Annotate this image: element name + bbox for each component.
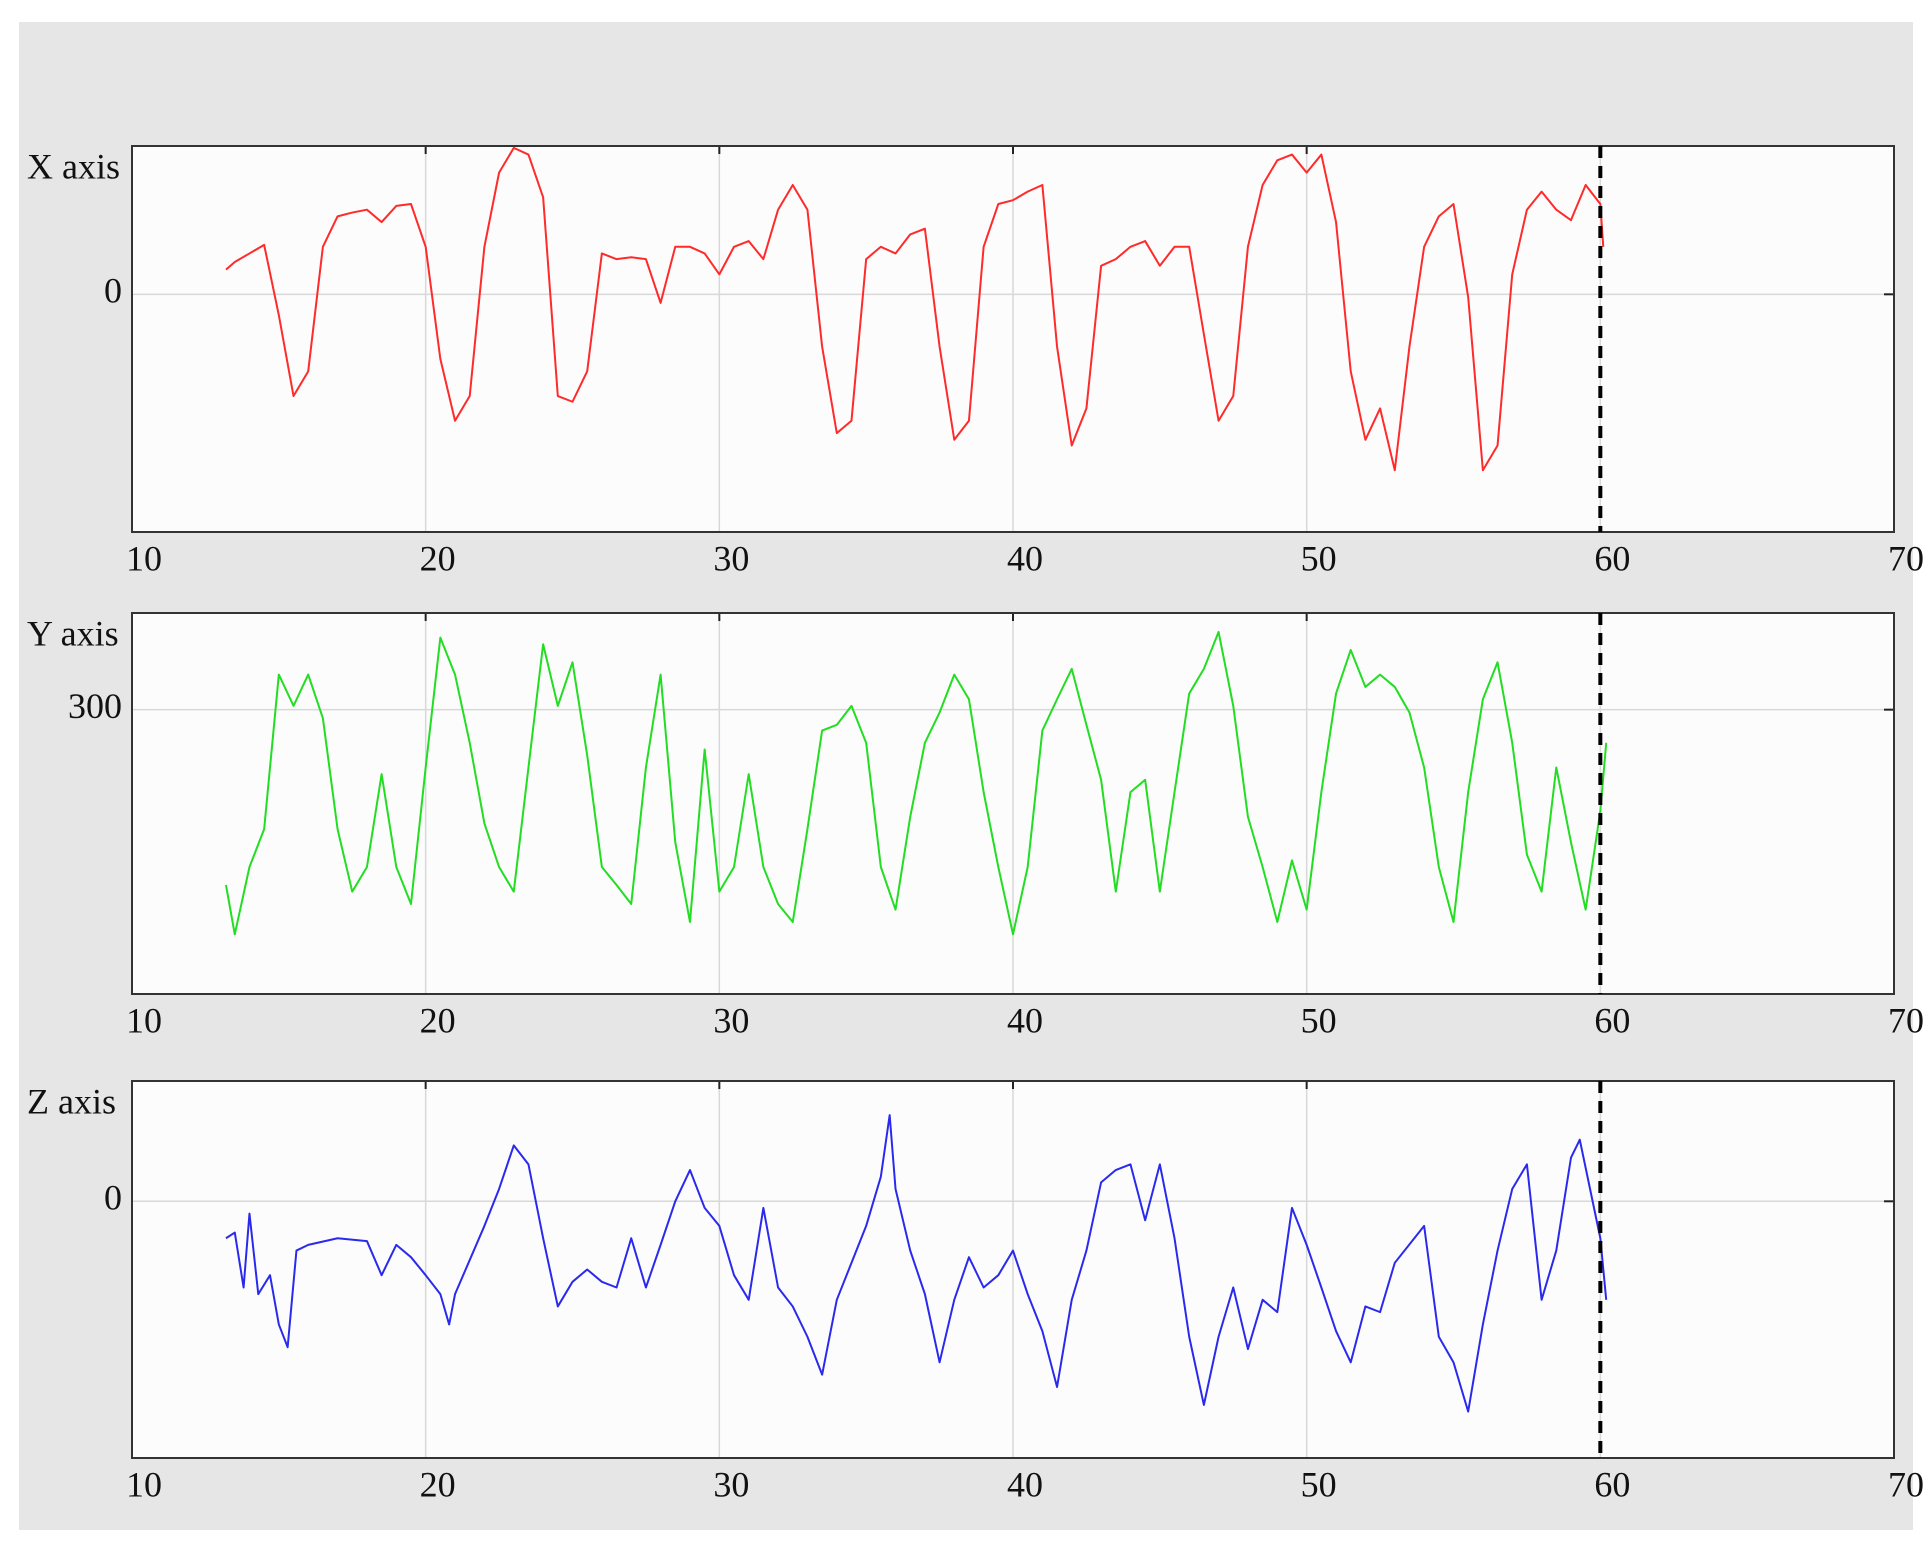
data-line [224,630,1608,936]
data-line [225,1114,1608,1413]
subplot: 10 20 30 40 50 60 70 300 Y axis [27,612,1924,1040]
x-tick-label: 40 [1007,1464,1043,1504]
x-tick-label: 30 [713,1464,749,1504]
axis-label: Z axis [27,1081,116,1121]
x-tick-label: 30 [713,1000,749,1040]
x-tick-label: 50 [1301,538,1337,578]
x-tick-label: 40 [1007,1000,1043,1040]
plot-frame [131,145,1895,533]
x-tick-label: 50 [1301,1464,1337,1504]
subplot: 10 20 30 40 50 60 70 0 Z axis [27,1080,1924,1504]
x-tick-label: 60 [1594,1000,1630,1040]
x-tick-label: 70 [1888,538,1924,578]
x-tick-label: 20 [420,538,456,578]
y-tick-label: 300 [68,686,122,726]
x-tick-label: 30 [713,538,749,578]
x-tick-label: 20 [420,1000,456,1040]
subplot: 10 20 30 40 50 60 70 0 X axis [27,145,1924,578]
x-tick-label: 10 [126,1000,162,1040]
x-tick-label: 40 [1007,538,1043,578]
plot-frame [131,612,1895,995]
plot-frame [131,1080,1895,1459]
y-tick-label: 0 [104,271,122,311]
x-tick-label: 60 [1594,538,1630,578]
x-tick-label: 70 [1888,1464,1924,1504]
y-tick-label: 0 [104,1178,122,1218]
x-tick-label: 70 [1888,1000,1924,1040]
x-tick-label: 20 [420,1464,456,1504]
data-line [225,146,1605,472]
x-tick-label: 10 [126,1464,162,1504]
x-tick-label: 50 [1301,1000,1337,1040]
axis-label: X axis [27,146,120,186]
x-tick-label: 60 [1594,1464,1630,1504]
x-tick-label: 10 [126,538,162,578]
axis-label: Y axis [27,613,119,653]
